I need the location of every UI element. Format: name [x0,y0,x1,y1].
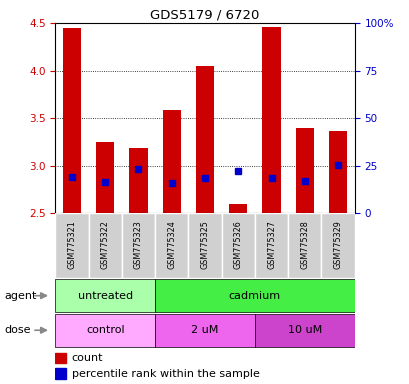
Text: GSM775323: GSM775323 [134,220,143,269]
FancyBboxPatch shape [55,314,155,347]
FancyBboxPatch shape [188,213,221,278]
FancyBboxPatch shape [221,213,254,278]
Text: cadmium: cadmium [228,291,280,301]
Text: GSM775324: GSM775324 [167,220,176,269]
Bar [328,131,346,213]
Text: agent: agent [4,291,36,301]
FancyBboxPatch shape [254,213,288,278]
Text: GSM775328: GSM775328 [299,220,308,269]
Text: control: control [86,325,124,335]
FancyBboxPatch shape [254,314,354,347]
Bar [229,204,247,213]
Text: count: count [72,353,103,363]
Bar [129,149,147,213]
Title: GDS5179 / 6720: GDS5179 / 6720 [150,9,259,22]
Bar [295,127,313,213]
FancyBboxPatch shape [55,213,88,278]
Text: untreated: untreated [77,291,133,301]
Text: percentile rank within the sample: percentile rank within the sample [72,369,259,379]
Bar [262,27,280,213]
FancyBboxPatch shape [155,314,254,347]
Text: GSM775327: GSM775327 [266,220,275,269]
Bar [162,111,180,213]
Bar [196,66,213,213]
Text: 10 uM: 10 uM [287,325,321,335]
Text: GSM775326: GSM775326 [233,220,242,269]
Bar [96,142,114,213]
FancyBboxPatch shape [321,213,354,278]
Bar [55,353,66,363]
Text: dose: dose [4,325,31,335]
Bar [63,28,81,213]
FancyBboxPatch shape [88,213,121,278]
Text: 2 uM: 2 uM [191,325,218,335]
Text: GSM775325: GSM775325 [200,220,209,269]
Text: GSM775321: GSM775321 [67,220,76,269]
Text: GSM775322: GSM775322 [101,220,110,269]
FancyBboxPatch shape [155,213,188,278]
Bar [55,369,66,379]
Text: GSM775329: GSM775329 [333,220,342,269]
FancyBboxPatch shape [288,213,321,278]
FancyBboxPatch shape [121,213,155,278]
FancyBboxPatch shape [55,279,155,312]
FancyBboxPatch shape [155,279,354,312]
